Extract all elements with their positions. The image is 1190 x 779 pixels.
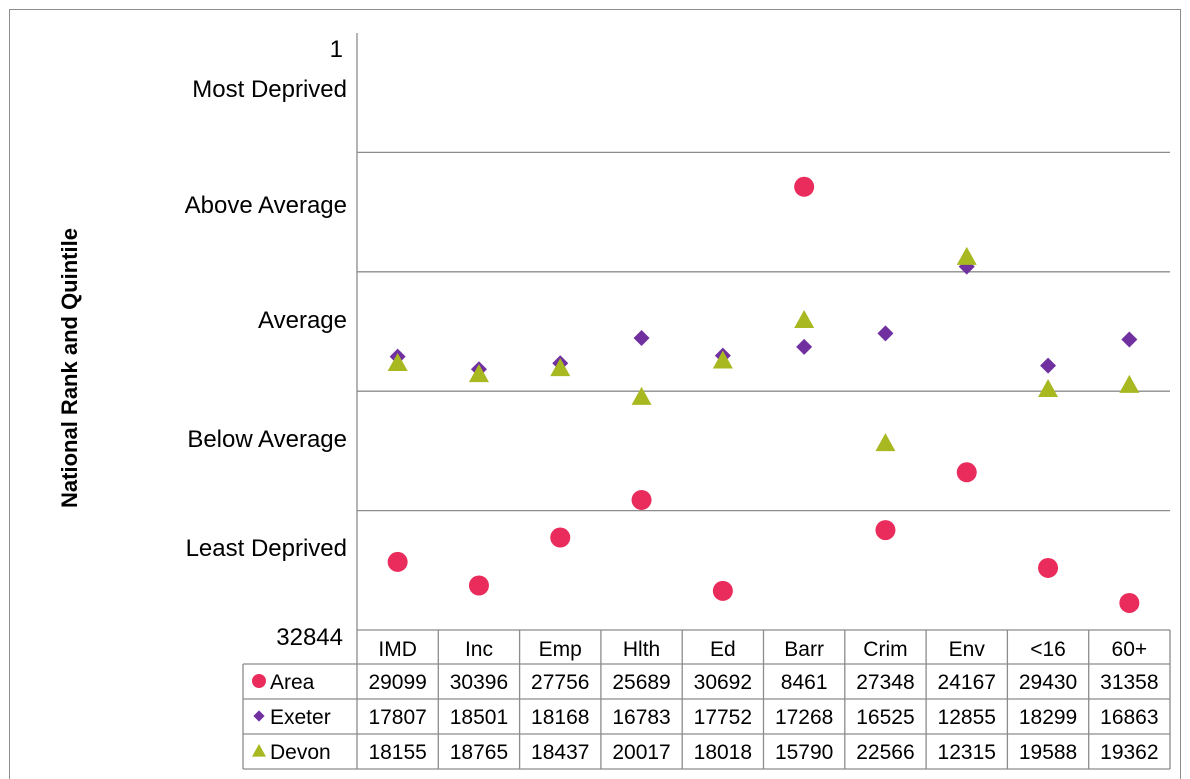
table-value: 18501	[450, 706, 508, 729]
table-value: 29430	[1019, 671, 1077, 694]
category-label: Hlth	[623, 638, 660, 661]
table-value: 17268	[775, 706, 833, 729]
data-point-devon	[956, 246, 977, 265]
category-label: 60+	[1112, 638, 1148, 661]
data-point-exeter	[877, 325, 894, 342]
table-value: 19588	[1019, 741, 1077, 764]
legend-marker-devon	[252, 744, 266, 757]
series-label: Area	[270, 671, 315, 694]
data-point-devon	[631, 386, 652, 405]
category-label: Env	[949, 638, 986, 661]
table-value: 8461	[781, 671, 828, 694]
table-value: 22566	[856, 741, 914, 764]
data-point-area	[956, 462, 977, 483]
category-label: Inc	[465, 638, 493, 661]
table-value: 20017	[612, 741, 670, 764]
table-value: 17752	[694, 706, 752, 729]
data-point-devon	[712, 350, 733, 369]
data-point-area	[794, 176, 815, 197]
table-value: 18437	[531, 741, 589, 764]
y-tick-label: 32844	[276, 624, 343, 651]
table-value: 16863	[1100, 706, 1158, 729]
quintile-label: Least Deprived	[186, 535, 347, 562]
y-tick-label: 1	[330, 36, 343, 63]
data-point-area	[712, 580, 733, 601]
table-value: 12855	[938, 706, 996, 729]
table-value: 24167	[938, 671, 996, 694]
data-point-devon	[468, 364, 489, 383]
table-value: 30396	[450, 671, 508, 694]
category-label: Crim	[863, 638, 907, 661]
quintile-label: Average	[258, 307, 347, 334]
data-point-devon	[550, 358, 571, 377]
category-label: IMD	[378, 638, 417, 661]
data-point-devon	[387, 352, 408, 371]
table-value: 29099	[368, 671, 426, 694]
data-point-area	[1119, 592, 1140, 613]
data-point-area	[631, 489, 652, 510]
data-point-exeter	[633, 330, 650, 347]
table-value: 16783	[612, 706, 670, 729]
series-label: Exeter	[270, 706, 331, 729]
chart-frame	[9, 9, 1181, 779]
data-point-exeter	[1121, 331, 1138, 348]
table-value: 18299	[1019, 706, 1077, 729]
data-point-devon	[875, 433, 896, 452]
table-value: 12315	[938, 741, 996, 764]
category-label: Emp	[539, 638, 582, 661]
data-point-area	[468, 575, 489, 596]
table-value: 27756	[531, 671, 589, 694]
table-value: 18765	[450, 741, 508, 764]
series-label: Devon	[270, 741, 331, 764]
category-label: <16	[1030, 638, 1066, 661]
data-point-devon	[794, 310, 815, 329]
table-value: 25689	[612, 671, 670, 694]
quintile-label: Most Deprived	[192, 76, 347, 103]
table-value: 16525	[856, 706, 914, 729]
table-value: 18168	[531, 706, 589, 729]
data-point-devon	[1119, 374, 1140, 393]
table-value: 30692	[694, 671, 752, 694]
legend-marker-area	[252, 674, 266, 688]
legend-marker-exeter	[253, 710, 265, 722]
category-label: Ed	[710, 638, 736, 661]
category-label: Barr	[784, 638, 824, 661]
table-value: 15790	[775, 741, 833, 764]
table-value: 31358	[1100, 671, 1158, 694]
data-point-area	[875, 520, 896, 541]
table-value: 27348	[856, 671, 914, 694]
table-value: 18018	[694, 741, 752, 764]
data-point-area	[550, 527, 571, 548]
table-value: 18155	[368, 741, 426, 764]
data-point-devon	[1038, 379, 1059, 398]
data-point-exeter	[1040, 357, 1057, 374]
data-point-area	[1038, 557, 1059, 578]
table-value: 17807	[368, 706, 426, 729]
data-point-area	[387, 551, 408, 572]
quintile-label: Below Average	[187, 426, 347, 453]
data-point-exeter	[796, 338, 813, 355]
quintile-label: Above Average	[185, 192, 347, 219]
table-value: 19362	[1100, 741, 1158, 764]
